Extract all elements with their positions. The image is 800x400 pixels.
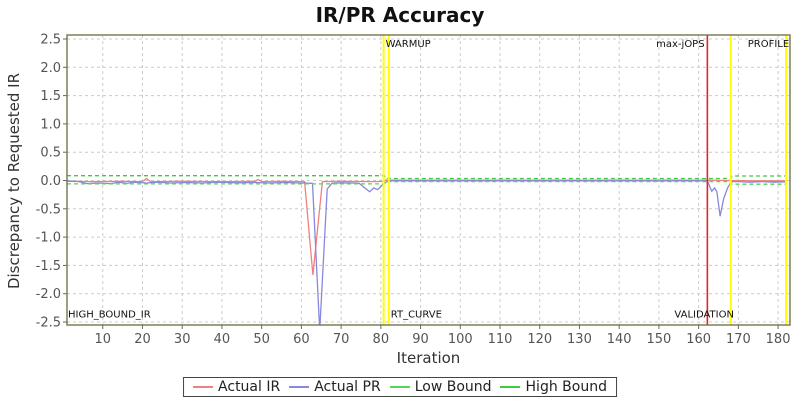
svg-text:170: 170 <box>726 332 751 347</box>
high-bound-swatch <box>500 386 521 388</box>
svg-text:60: 60 <box>293 332 310 347</box>
legend-item-high-bound: High Bound <box>500 379 607 395</box>
svg-text:30: 30 <box>174 332 191 347</box>
legend-label-low-bound: Low Bound <box>414 379 492 395</box>
svg-text:150: 150 <box>646 332 671 347</box>
svg-text:-2.5: -2.5 <box>36 316 61 331</box>
svg-text:110: 110 <box>488 332 513 347</box>
svg-text:80: 80 <box>373 332 390 347</box>
annotation-max-jops: max-jOPS <box>656 39 704 50</box>
svg-text:40: 40 <box>214 332 231 347</box>
svg-text:-0.5: -0.5 <box>36 202 61 217</box>
svg-text:120: 120 <box>527 332 552 347</box>
chart-title: IR/PR Accuracy <box>315 3 485 27</box>
svg-text:90: 90 <box>412 332 429 347</box>
svg-text:-1.0: -1.0 <box>36 231 61 246</box>
svg-text:50: 50 <box>253 332 270 347</box>
low-bound-swatch <box>389 386 410 388</box>
legend-item-low-bound: Low Bound <box>389 379 492 395</box>
series-low-bound <box>67 180 786 185</box>
svg-text:2.5: 2.5 <box>40 33 61 48</box>
legend-label-high-bound: High Bound <box>525 379 607 395</box>
actual-ir-swatch <box>193 386 214 388</box>
legend-label-actual-ir: Actual IR <box>218 379 281 395</box>
annotation-validation: VALIDATION <box>674 309 734 320</box>
annotation-rt_curve: RT_CURVE <box>391 309 442 320</box>
annotation-profile: PROFILE <box>748 39 789 50</box>
legend-item-actual-ir: Actual IR <box>193 379 280 395</box>
svg-text:10: 10 <box>94 332 111 347</box>
annotation-high_bound_ir: HIGH_BOUND_IR <box>68 309 151 320</box>
svg-text:0.0: 0.0 <box>40 174 61 189</box>
legend: Actual IR Actual PR Low Bound High Bound <box>183 377 617 397</box>
svg-text:-1.5: -1.5 <box>36 259 61 274</box>
legend-item-actual-pr: Actual PR <box>289 379 381 395</box>
actual-pr-swatch <box>289 386 310 388</box>
gridlines <box>67 35 790 325</box>
plot-border <box>66 34 791 326</box>
phase-markers <box>382 35 788 325</box>
phase-annotations: WARMUP max-jOPS PROFILE HIGH_BOUND_IR RT_CUR… <box>68 39 789 321</box>
svg-text:0.5: 0.5 <box>40 146 61 161</box>
svg-text:1.5: 1.5 <box>40 89 61 104</box>
series-high-bound <box>67 175 786 180</box>
series-actual-ir <box>67 177 786 276</box>
x-axis-label: Iteration <box>396 349 461 367</box>
svg-text:1.0: 1.0 <box>40 117 61 132</box>
svg-text:140: 140 <box>607 332 632 347</box>
series-lines <box>67 175 787 325</box>
svg-text:-2.0: -2.0 <box>36 287 61 302</box>
svg-text:70: 70 <box>333 332 350 347</box>
svg-text:130: 130 <box>567 332 592 347</box>
series-actual-pr <box>67 180 787 325</box>
svg-text:20: 20 <box>134 332 151 347</box>
svg-text:2.0: 2.0 <box>40 61 61 76</box>
axis-ticks <box>63 38 779 329</box>
legend-label-actual-pr: Actual PR <box>314 379 381 395</box>
svg-text:100: 100 <box>448 332 473 347</box>
svg-text:160: 160 <box>686 332 711 347</box>
tick-labels: 10 20 30 40 50 60 70 80 90 100 110 120 130 140 150 160 1… <box>36 33 791 348</box>
annotation-warmup: WARMUP <box>386 39 431 50</box>
svg-text:180: 180 <box>766 332 791 347</box>
